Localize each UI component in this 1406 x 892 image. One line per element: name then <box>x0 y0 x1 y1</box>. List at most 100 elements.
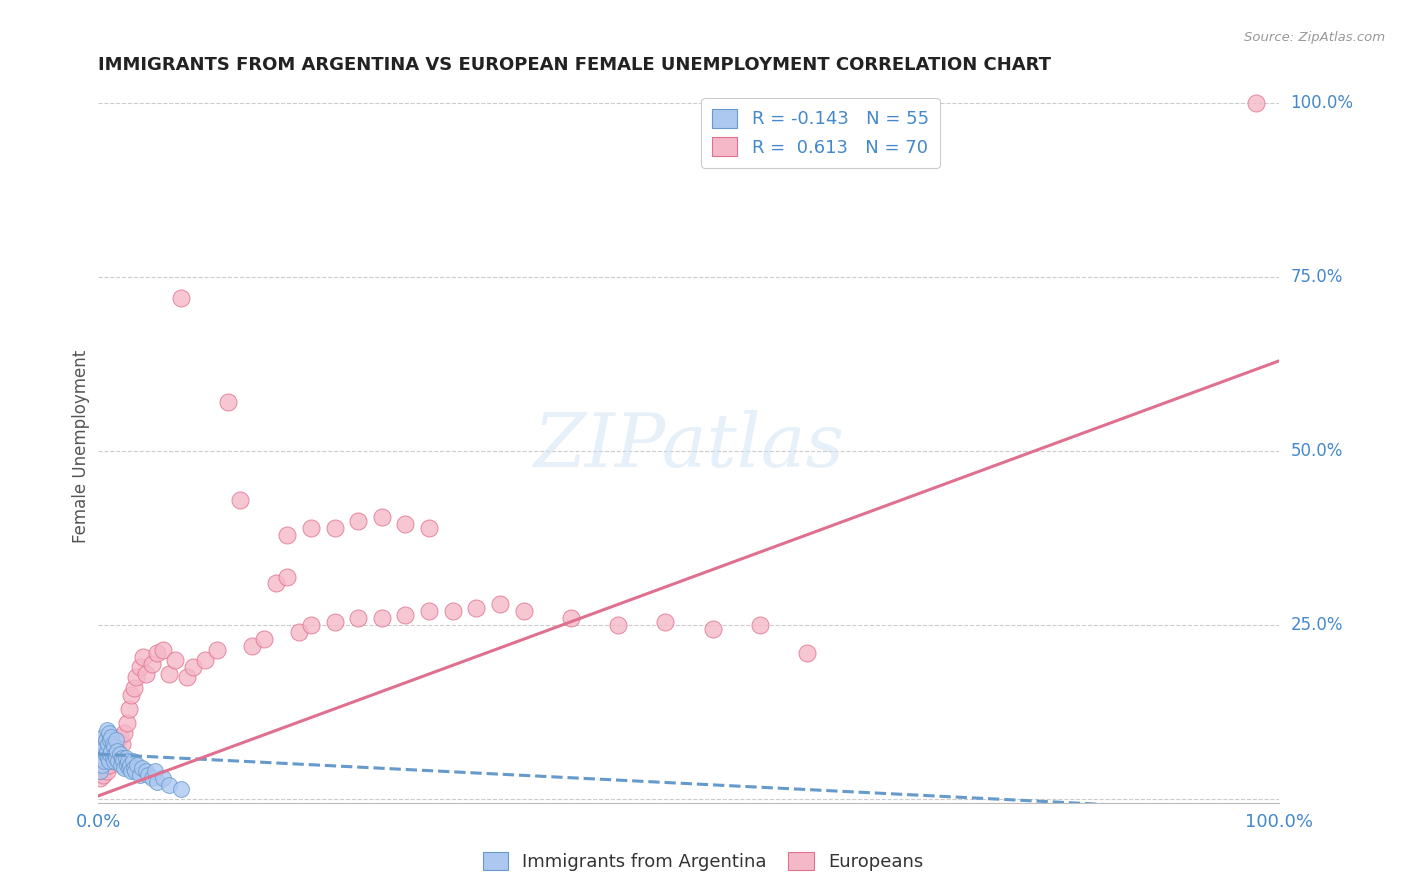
Point <box>91 750 114 764</box>
Point <box>136 768 159 782</box>
Point <box>347 514 370 528</box>
Point <box>240 639 263 653</box>
Point <box>125 671 148 685</box>
Point <box>103 754 125 768</box>
Point <box>135 764 157 779</box>
Point <box>121 688 143 702</box>
Point <box>97 737 120 751</box>
Point <box>91 757 114 772</box>
Point <box>135 667 157 681</box>
Point <box>107 743 129 757</box>
Point <box>607 618 630 632</box>
Point <box>94 733 117 747</box>
Point <box>560 611 582 625</box>
Point <box>104 740 127 755</box>
Point <box>121 754 143 768</box>
Point <box>97 747 120 761</box>
Point <box>418 521 440 535</box>
Point <box>94 747 117 761</box>
Point <box>394 607 416 622</box>
Point <box>122 761 145 775</box>
Point <box>489 598 512 612</box>
Text: ZIPatlas: ZIPatlas <box>533 409 845 483</box>
Point <box>91 757 114 772</box>
Point <box>141 657 163 671</box>
Point <box>253 632 276 647</box>
Point <box>654 615 676 629</box>
Point <box>127 757 149 772</box>
Point <box>128 660 150 674</box>
Point <box>347 611 370 625</box>
Point <box>98 754 121 768</box>
Point <box>152 772 174 786</box>
Point <box>157 778 180 792</box>
Point <box>105 733 128 747</box>
Point <box>217 395 239 409</box>
Point <box>107 754 129 768</box>
Point <box>98 726 121 740</box>
Point <box>98 750 121 764</box>
Legend: Immigrants from Argentina, Europeans: Immigrants from Argentina, Europeans <box>475 845 931 879</box>
Point <box>132 649 155 664</box>
Point <box>111 750 134 764</box>
Y-axis label: Female Unemployment: Female Unemployment <box>72 350 90 542</box>
Point <box>105 743 128 757</box>
Point <box>394 517 416 532</box>
Point <box>108 730 131 744</box>
Point <box>146 646 169 660</box>
Point <box>98 733 121 747</box>
Point <box>90 764 112 779</box>
Point <box>323 615 346 629</box>
Point <box>114 750 136 764</box>
Point <box>143 764 166 779</box>
Point <box>118 702 141 716</box>
Point <box>110 750 132 764</box>
Point <box>111 737 134 751</box>
Point <box>100 743 122 757</box>
Point <box>90 750 112 764</box>
Point <box>205 642 228 657</box>
Point <box>108 747 131 761</box>
Point <box>98 757 121 772</box>
Point <box>101 737 124 751</box>
Point <box>90 737 112 751</box>
Point <box>299 618 322 632</box>
Point <box>124 764 146 779</box>
Point <box>118 761 141 775</box>
Point <box>299 521 322 535</box>
Text: Source: ZipAtlas.com: Source: ZipAtlas.com <box>1244 31 1385 45</box>
Point <box>122 681 145 695</box>
Point <box>276 569 298 583</box>
Text: 100.0%: 100.0% <box>1291 95 1354 112</box>
Point <box>181 660 204 674</box>
Legend: R = -0.143   N = 55, R =  0.613   N = 70: R = -0.143 N = 55, R = 0.613 N = 70 <box>702 98 939 168</box>
Point <box>288 625 311 640</box>
Point <box>94 754 117 768</box>
Point <box>105 733 128 747</box>
Point <box>264 576 287 591</box>
Point <box>112 754 135 768</box>
Point <box>103 754 125 768</box>
Text: IMMIGRANTS FROM ARGENTINA VS EUROPEAN FEMALE UNEMPLOYMENT CORRELATION CHART: IMMIGRANTS FROM ARGENTINA VS EUROPEAN FE… <box>98 56 1052 74</box>
Point <box>100 743 122 757</box>
Point <box>146 775 169 789</box>
Point <box>157 667 180 681</box>
Point <box>110 757 132 772</box>
Point <box>93 761 115 775</box>
Point <box>96 723 118 737</box>
Point <box>100 730 122 744</box>
Point <box>98 747 121 761</box>
Point <box>91 743 114 757</box>
Point <box>194 653 217 667</box>
Point <box>89 764 111 779</box>
Point <box>229 492 252 507</box>
Point <box>97 750 120 764</box>
Point <box>112 761 135 775</box>
Point <box>115 715 138 730</box>
Point <box>105 750 128 764</box>
Point <box>170 291 193 305</box>
Text: 75.0%: 75.0% <box>1291 268 1343 286</box>
Point <box>115 757 138 772</box>
Point <box>165 653 187 667</box>
Point <box>96 764 118 779</box>
